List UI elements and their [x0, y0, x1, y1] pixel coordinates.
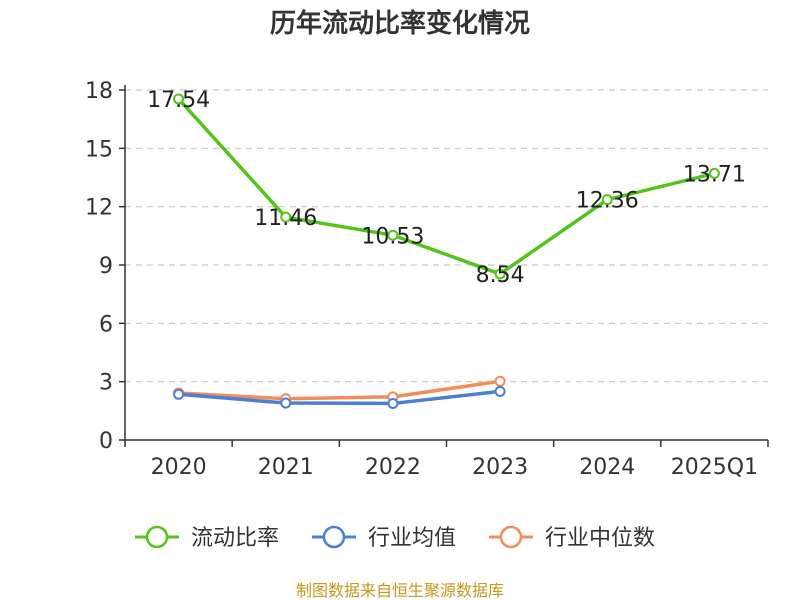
data-label: 10.53 — [361, 224, 424, 249]
x-tick-label: 2020 — [151, 455, 207, 480]
x-tick-label: 2024 — [579, 455, 635, 480]
data-point[interactable] — [387, 397, 399, 409]
data-label: 12.36 — [576, 189, 639, 214]
legend-label[interactable]: 行业中位数 — [545, 526, 655, 551]
series-line — [178, 379, 501, 401]
grid-lines — [125, 89, 768, 383]
data-label: 11.46 — [254, 206, 317, 231]
y-tick-label: 15 — [85, 137, 113, 162]
y-tick-label: 18 — [85, 79, 113, 104]
source-note: 制图数据来自恒生聚源数据库 — [296, 581, 504, 600]
chart-title: 历年流动比率变化情况 — [270, 8, 530, 39]
series-lines — [173, 93, 720, 409]
data-labels: 17.54 11.46 10.53 8.54 12.36 13.71 — [147, 88, 746, 288]
series-line — [178, 389, 501, 406]
data-point[interactable] — [280, 211, 292, 223]
x-tick-label: 2022 — [365, 455, 421, 480]
data-label: 17.54 — [147, 88, 210, 113]
series-line — [177, 97, 715, 276]
x-tick-label: 2021 — [258, 455, 314, 480]
y-tick-label: 9 — [99, 254, 113, 279]
legend-swatch-marker — [499, 525, 523, 549]
data-point[interactable] — [494, 375, 506, 387]
y-tick-label: 6 — [99, 312, 113, 337]
data-point[interactable] — [173, 388, 185, 400]
legend-swatch-marker — [322, 525, 346, 549]
data-point[interactable] — [280, 397, 292, 409]
legend-label[interactable]: 行业均值 — [368, 526, 456, 551]
data-point[interactable] — [173, 93, 185, 105]
data-label: 8.54 — [476, 263, 525, 288]
y-tick-label: 0 — [99, 429, 113, 454]
data-point[interactable] — [494, 385, 506, 397]
legend[interactable]: 流动比率 行业均值 行业中位数 — [135, 525, 655, 551]
data-point[interactable] — [708, 167, 720, 179]
x-tick-label: 2025Q1 — [671, 455, 758, 480]
data-point[interactable] — [494, 268, 506, 280]
axes: 0 3 6 9 12 15 18 2020 2021 2022 2023 2024 2025Q1 — [85, 79, 769, 480]
data-label: 13.71 — [683, 162, 746, 187]
y-tick-label: 12 — [85, 196, 113, 221]
x-tick-label: 2023 — [472, 455, 528, 480]
data-point[interactable] — [601, 194, 613, 206]
legend-swatch-marker — [145, 525, 169, 549]
legend-label[interactable]: 流动比率 — [191, 526, 279, 551]
data-point[interactable] — [387, 229, 399, 241]
y-tick-label: 3 — [99, 371, 113, 396]
